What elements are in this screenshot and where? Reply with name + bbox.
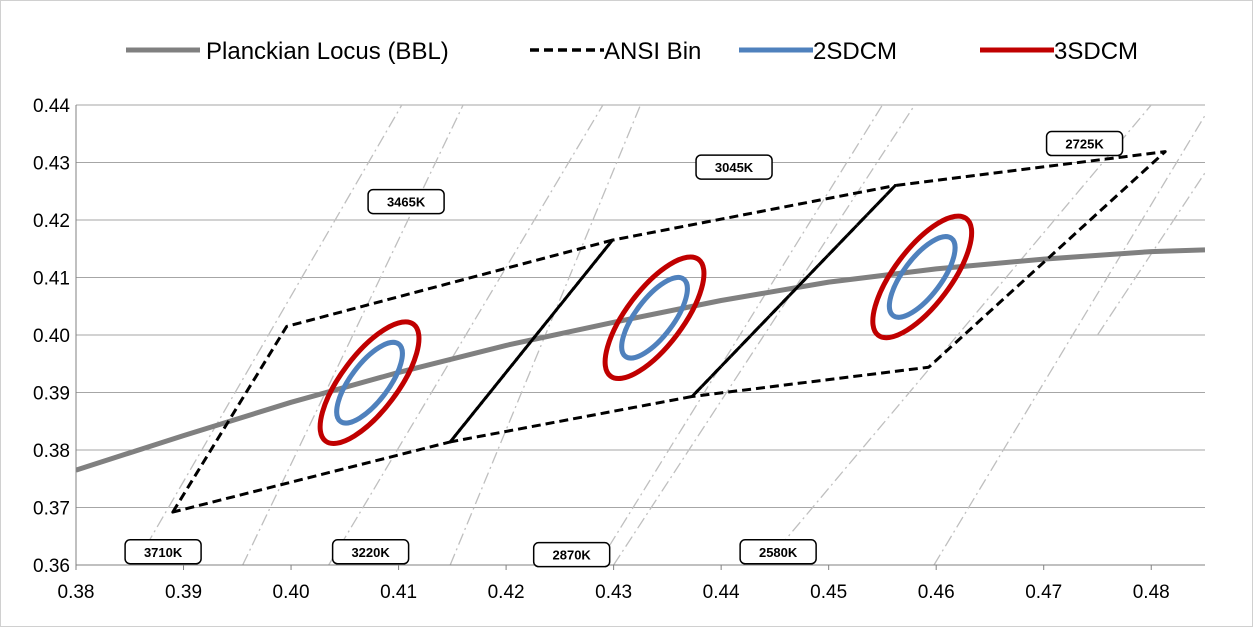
- cct-annotations: 3465K 3045K 2725K 3710K 3220K 2870K 2580K: [124, 130, 1124, 568]
- legend-label: Planckian Locus (BBL): [206, 38, 449, 65]
- x-tick-label: 0.43: [595, 582, 632, 603]
- ansi-bin-layer: [171, 150, 1167, 514]
- y-tick-label: 0.42: [33, 211, 70, 232]
- cct-label-text: 3465K: [387, 195, 426, 210]
- legend-label: 3SDCM: [1054, 38, 1138, 65]
- legend: Planckian Locus (BBL) ANSI Bin 2SDCM 3SDCM: [126, 38, 1138, 65]
- cct-label-box: [695, 154, 773, 180]
- y-tick-label: 0.43: [33, 154, 70, 175]
- y-tick-label: 0.44: [33, 96, 70, 117]
- x-tick-label: 0.48: [1133, 582, 1170, 603]
- isotherm-line: [328, 105, 604, 565]
- ellipse-2sdcm: [619, 274, 690, 361]
- x-tick-label: 0.42: [488, 582, 525, 603]
- isotherm-line: [613, 105, 916, 565]
- cct-label-box: [532, 541, 611, 568]
- x-tick-label: 0.41: [380, 582, 417, 603]
- y-tick-label: 0.41: [33, 269, 70, 290]
- x-tick-label: 0.47: [1025, 582, 1062, 603]
- cct-label-box: [739, 539, 817, 565]
- tick-labels: 0.36 0.37 0.38 0.39 0.40 0.41 0.42 0.43 0.44 0.38…: [33, 96, 1170, 603]
- axes: [75, 105, 1205, 570]
- y-tick-label: 0.36: [33, 556, 70, 577]
- isotherm-line: [134, 105, 403, 565]
- cct-label-text: 3045K: [715, 160, 754, 175]
- cct-label-text: 3220K: [351, 545, 390, 560]
- ellipse-2sdcm: [334, 339, 405, 426]
- cct-label-text: 3710K: [144, 545, 183, 560]
- x-tick-label: 0.40: [273, 582, 310, 603]
- ellipse-2sdcm: [886, 234, 958, 320]
- cct-label-box: [331, 539, 410, 565]
- cct-label-text: 2725K: [1065, 137, 1104, 152]
- y-tick-label: 0.37: [33, 499, 70, 520]
- ellipse-3sdcm: [870, 213, 975, 341]
- cct-label-box: [367, 188, 445, 215]
- y-tick-label: 0.39: [33, 384, 70, 405]
- ansi-bin-quadrangle: [448, 184, 897, 444]
- y-tick-label: 0.40: [33, 326, 70, 347]
- cct-label-box: [124, 539, 202, 565]
- isotherm-line: [596, 105, 883, 565]
- x-tick-label: 0.39: [165, 582, 202, 603]
- isotherm-line: [242, 105, 464, 565]
- cct-label-text: 2580K: [759, 545, 798, 560]
- gridlines: [76, 104, 1205, 566]
- legend-label: 2SDCM: [813, 38, 897, 65]
- x-tick-label: 0.46: [918, 582, 955, 603]
- planckian-locus-layer: [76, 247, 1205, 473]
- sdcm-ellipse-layer: [317, 213, 975, 446]
- y-tick-label: 0.38: [33, 441, 70, 462]
- legend-label: ANSI Bin: [604, 38, 701, 65]
- planckian-locus-line: [76, 247, 1205, 473]
- ansi-bin-quadrangle: [690, 150, 1167, 398]
- cct-label-box: [1045, 130, 1124, 157]
- ellipse-3sdcm: [602, 254, 707, 382]
- x-tick-label: 0.44: [703, 582, 740, 603]
- isotherm-line: [763, 105, 1152, 565]
- ellipse-3sdcm: [317, 319, 422, 446]
- cct-label-text: 2870K: [553, 548, 592, 563]
- x-tick-label: 0.38: [58, 582, 95, 603]
- x-tick-label: 0.45: [810, 582, 847, 603]
